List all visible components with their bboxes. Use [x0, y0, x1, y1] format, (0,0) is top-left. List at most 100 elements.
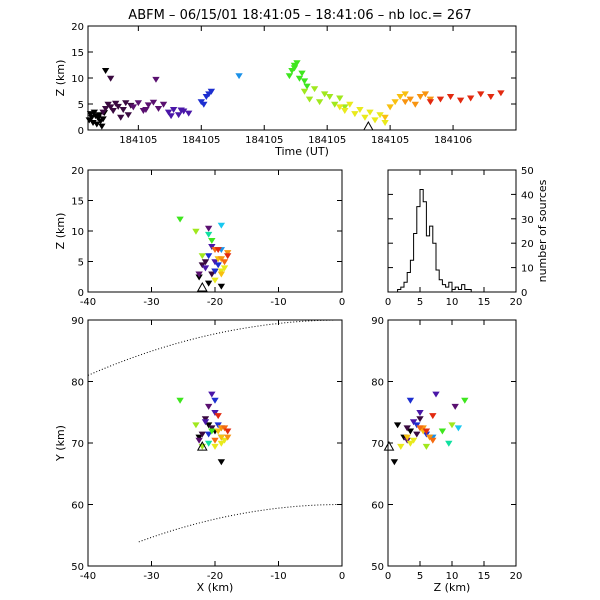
plan-view-point — [192, 422, 200, 429]
time-height-point — [288, 68, 296, 74]
time-height-point — [381, 120, 389, 126]
height-histogram-xtick-label: 15 — [478, 297, 491, 308]
x-z-xtick-label: -30 — [143, 297, 159, 308]
time-height-point — [122, 100, 130, 107]
time-height-point — [129, 104, 137, 111]
time-height-point — [99, 109, 107, 116]
time-height-point — [106, 75, 115, 82]
time-height-point — [205, 91, 213, 98]
z-y-point — [416, 410, 424, 416]
z-y-point — [403, 434, 411, 441]
z-y-xtick-label: 0 — [385, 571, 391, 582]
height-histogram-ytick-label: 30 — [521, 215, 534, 226]
plan-view-point — [214, 413, 222, 420]
z-y-point — [425, 434, 434, 441]
plan-view-point — [201, 419, 210, 426]
time-height-point — [396, 94, 404, 100]
time-height-point — [300, 78, 309, 85]
x-z-point — [198, 253, 206, 260]
time-height-point — [477, 91, 485, 98]
plan-view-ylabel: Y (km) — [54, 425, 67, 462]
height-histogram-ytick-label: 40 — [521, 190, 534, 201]
time-height-point — [109, 108, 117, 114]
time-height-ytick-label: 20 — [71, 22, 84, 33]
time-height-point — [371, 117, 379, 124]
plan-view-point — [211, 443, 219, 450]
plan-view-point — [198, 431, 206, 438]
time-height-point — [159, 101, 168, 108]
plan-view-point — [214, 422, 222, 429]
plan-view-xtick-label: -30 — [143, 571, 159, 582]
height-histogram-xtick-label: 10 — [446, 297, 459, 308]
height-histogram-ytick-label: 10 — [521, 264, 534, 275]
time-height-point — [467, 95, 475, 102]
x-z-xtick-label: -20 — [207, 297, 223, 308]
plan-view-point — [208, 428, 216, 435]
z-y-point — [393, 422, 402, 429]
x-z-point — [192, 228, 200, 235]
time-height-point — [149, 99, 158, 106]
z-y-point — [416, 425, 424, 432]
time-height-point — [167, 113, 175, 120]
height-histogram-ytick-label: 0 — [521, 288, 527, 299]
z-y-point — [409, 437, 418, 444]
plan-view-ytick-label: 80 — [71, 378, 84, 389]
time-height-point — [456, 97, 465, 104]
z-y-point — [422, 443, 431, 450]
plan-view-point — [217, 440, 226, 447]
time-height-ytick-label: 15 — [71, 48, 84, 59]
x-z-point — [204, 280, 213, 287]
time-height-point — [164, 109, 173, 116]
plan-view-point — [214, 428, 222, 435]
time-height-point — [376, 112, 384, 119]
time-height-point — [406, 96, 414, 103]
time-height-point — [331, 101, 339, 108]
x-z-point — [211, 268, 219, 275]
z-y-point — [409, 419, 418, 426]
time-height-xtick-label: 184105 — [245, 135, 283, 146]
z-y-point — [445, 440, 453, 447]
z-y-ytick-label: 80 — [371, 378, 384, 389]
time-height-xlabel: Time (UT) — [274, 145, 329, 158]
time-height-point — [336, 95, 344, 102]
x-z-point — [201, 265, 210, 272]
time-height-xtick-label: 184106 — [434, 135, 472, 146]
z-y-point — [406, 440, 415, 447]
z-y-point — [438, 428, 447, 435]
x-z-point — [201, 259, 210, 266]
time-height-point — [326, 94, 334, 100]
time-height-point — [300, 88, 309, 95]
x-z-point — [217, 283, 226, 290]
x-z-point — [217, 271, 226, 278]
time-height-point — [298, 70, 306, 77]
time-height-point — [95, 112, 104, 119]
time-height-point — [421, 91, 430, 98]
time-height-point — [285, 73, 294, 80]
x-z-point — [204, 225, 213, 232]
x-z-triangle-marker — [196, 281, 208, 292]
time-height-point — [416, 94, 425, 100]
x-z-point — [217, 268, 226, 275]
plan-view-range-arc-upper — [87, 319, 343, 376]
time-height-point — [351, 111, 359, 118]
time-height-point — [290, 62, 299, 69]
time-height-point — [401, 99, 409, 106]
histogram-step-line — [388, 189, 516, 293]
time-height-point — [310, 86, 319, 93]
plan-view-point — [220, 425, 229, 432]
time-height-point — [101, 68, 110, 74]
z-y-ytick-label: 70 — [371, 439, 384, 450]
time-height-point — [142, 107, 150, 113]
time-height-point — [436, 96, 445, 103]
x-z-point — [204, 253, 213, 260]
time-height-point — [446, 94, 455, 100]
time-height-frame — [87, 25, 517, 131]
x-z-ytick-label: 10 — [71, 227, 84, 238]
time-height-xtick-label: 184105 — [182, 135, 220, 146]
time-height-point — [305, 96, 314, 103]
time-height-point — [346, 101, 354, 108]
plan-view-point — [195, 437, 203, 444]
z-y-point — [451, 403, 459, 410]
x-z-point — [195, 271, 203, 278]
time-height-xtick-label: 184105 — [119, 135, 157, 146]
